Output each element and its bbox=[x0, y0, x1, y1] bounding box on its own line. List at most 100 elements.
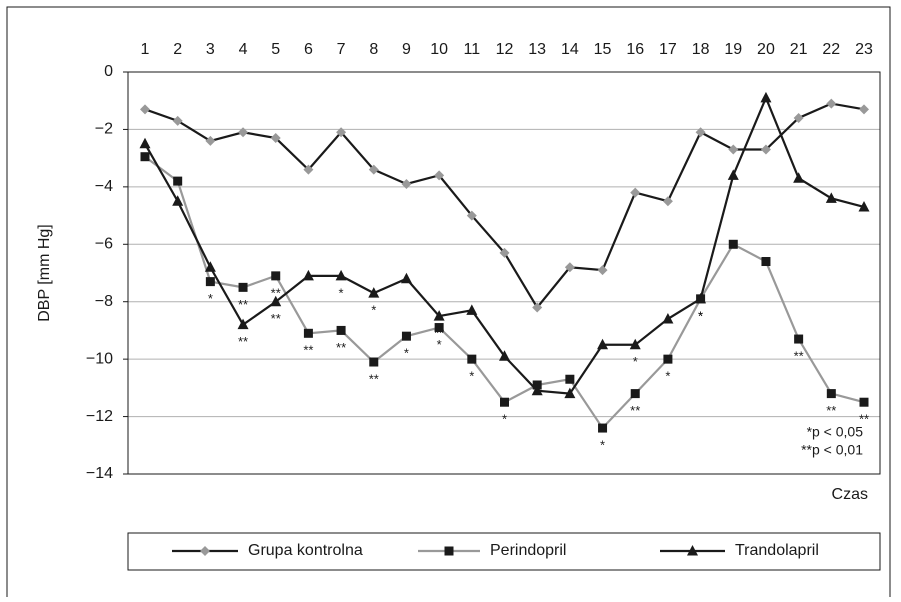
legend-box bbox=[127, 532, 881, 571]
data-point bbox=[369, 357, 379, 367]
data-point bbox=[270, 295, 282, 307]
y-tick-label: −10 bbox=[86, 350, 113, 367]
data-point bbox=[663, 354, 673, 364]
x-tick-label: 15 bbox=[594, 41, 612, 58]
data-point bbox=[695, 127, 706, 138]
data-point bbox=[237, 318, 249, 330]
data-point bbox=[630, 389, 640, 399]
data-point bbox=[466, 304, 478, 315]
y-tick-label: −12 bbox=[86, 408, 113, 425]
legend-marker bbox=[200, 546, 210, 556]
significance-label: ** bbox=[303, 343, 313, 358]
significance-label: ** bbox=[630, 403, 640, 418]
data-point bbox=[793, 112, 804, 123]
significance-label: * bbox=[339, 285, 344, 300]
data-point bbox=[728, 239, 738, 249]
legend-label: Trandolapril bbox=[735, 542, 819, 559]
x-tick-label: 20 bbox=[757, 41, 775, 58]
y-tick-label: −2 bbox=[95, 121, 113, 138]
x-tick-label: 12 bbox=[496, 41, 514, 58]
data-point bbox=[564, 262, 575, 273]
x-tick-label: 17 bbox=[659, 41, 677, 58]
significance-label: ** bbox=[271, 285, 281, 300]
x-tick-label: 3 bbox=[206, 41, 215, 58]
significance-label: ** bbox=[238, 334, 248, 349]
data-point bbox=[499, 247, 510, 258]
significance-label: * bbox=[698, 308, 703, 323]
x-tick-label: 22 bbox=[822, 41, 840, 58]
significance-label: * bbox=[633, 354, 638, 369]
x-tick-label: 18 bbox=[692, 41, 710, 58]
data-point bbox=[532, 302, 543, 313]
y-tick-label: −4 bbox=[95, 178, 113, 195]
x-tick-label: 19 bbox=[724, 41, 742, 58]
data-point bbox=[205, 277, 215, 287]
x-tick-label: 10 bbox=[430, 41, 448, 58]
significance-label: * bbox=[404, 346, 409, 361]
data-point bbox=[825, 192, 837, 203]
data-point bbox=[204, 261, 216, 272]
x-tick-label: 9 bbox=[402, 41, 411, 58]
significance-label: ** bbox=[336, 340, 346, 355]
data-point bbox=[858, 200, 870, 212]
x-tick-label: 1 bbox=[141, 41, 150, 58]
significance-label: ** bbox=[238, 297, 248, 312]
frame bbox=[6, 6, 891, 602]
data-point bbox=[695, 292, 707, 304]
data-point bbox=[434, 323, 444, 333]
data-point bbox=[662, 196, 673, 207]
y-tick-label: −14 bbox=[86, 465, 113, 482]
data-point bbox=[205, 135, 216, 146]
x-tick-label: 2 bbox=[173, 41, 182, 58]
data-point bbox=[760, 91, 772, 103]
significance-label: * bbox=[208, 277, 213, 292]
data-point bbox=[368, 287, 380, 298]
data-point bbox=[400, 272, 412, 284]
data-point bbox=[139, 137, 151, 149]
legend-marker bbox=[687, 545, 698, 556]
x-tick-label: 16 bbox=[626, 41, 644, 58]
data-point bbox=[270, 133, 281, 144]
data-point bbox=[401, 178, 412, 189]
note: *p < 0,05 bbox=[807, 424, 864, 440]
data-point bbox=[303, 164, 314, 175]
data-point bbox=[467, 354, 477, 364]
y-tick-label: 0 bbox=[104, 63, 113, 80]
data-point bbox=[499, 350, 510, 361]
legend-marker bbox=[444, 546, 454, 556]
significance-label: ** bbox=[859, 412, 869, 427]
data-point bbox=[564, 387, 576, 399]
data-point bbox=[794, 334, 804, 344]
data-point bbox=[629, 338, 641, 350]
significance-label: * bbox=[469, 369, 474, 384]
x-axis-title: Czas bbox=[832, 486, 868, 503]
data-point bbox=[630, 187, 641, 198]
data-point bbox=[826, 389, 836, 399]
x-tick-label: 7 bbox=[337, 41, 346, 58]
significance-label: * bbox=[437, 337, 442, 352]
data-point bbox=[173, 176, 183, 186]
data-point bbox=[238, 127, 249, 138]
data-point bbox=[859, 397, 869, 407]
legend-label: Grupa kontrolna bbox=[248, 542, 363, 559]
significance-label: * bbox=[208, 291, 213, 306]
data-point bbox=[336, 127, 347, 138]
data-point bbox=[172, 195, 184, 206]
x-tick-label: 21 bbox=[790, 41, 808, 58]
data-point bbox=[500, 397, 509, 407]
data-point bbox=[597, 338, 609, 350]
data-point bbox=[434, 170, 445, 181]
data-point bbox=[597, 265, 608, 276]
significance-label: * bbox=[698, 308, 703, 323]
x-tick-label: 11 bbox=[464, 41, 481, 58]
data-point bbox=[335, 269, 347, 281]
data-point bbox=[238, 282, 248, 292]
note: **p < 0,01 bbox=[801, 442, 863, 458]
significance-label: ** bbox=[434, 326, 444, 341]
significance-label: ** bbox=[271, 311, 281, 326]
series-line bbox=[144, 155, 865, 430]
data-point bbox=[598, 423, 608, 433]
x-tick-label: 6 bbox=[304, 41, 313, 58]
data-point bbox=[760, 144, 771, 155]
